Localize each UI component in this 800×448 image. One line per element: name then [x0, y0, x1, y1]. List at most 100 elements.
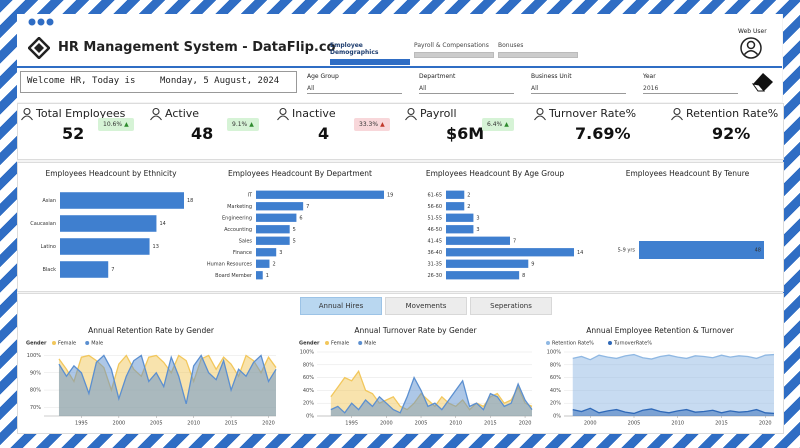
- bar: [256, 190, 384, 199]
- x-tick-label: 2015: [715, 421, 728, 427]
- x-tick-label: 2020: [519, 421, 532, 427]
- legend-swatch: [52, 341, 56, 345]
- chart-title: Employees Headcount By Department: [228, 169, 372, 178]
- area-fill: [572, 354, 774, 416]
- toggle-button[interactable]: Movements: [385, 297, 467, 315]
- value-label: 5: [293, 238, 296, 244]
- bar: [256, 259, 270, 268]
- tab-label: Payroll & Compensations: [414, 42, 489, 49]
- clear-filters-icon[interactable]: [750, 70, 776, 94]
- value-label: 8: [522, 273, 525, 279]
- legend-swatch: [85, 341, 90, 345]
- kpi-trend-arrow: ▲: [124, 121, 129, 128]
- x-tick-label: 2005: [150, 421, 163, 427]
- filter[interactable]: Year 2016: [643, 73, 738, 94]
- kpi-value: 48: [191, 124, 214, 143]
- kpi-value: 92%: [712, 124, 751, 143]
- filter-value: 2016: [643, 85, 738, 94]
- bar: [256, 248, 277, 257]
- x-tick-label: 2015: [225, 421, 238, 427]
- y-tick-label: 80%: [550, 362, 561, 368]
- filter[interactable]: Business Unit All: [531, 73, 626, 94]
- filter[interactable]: Age Group All: [307, 73, 402, 94]
- y-tick-label: 100%: [547, 350, 562, 356]
- chart-title: Employees Headcount by Ethnicity: [45, 169, 177, 178]
- chart: Employees Headcount By Age Group 61-65 2 56…: [426, 169, 583, 280]
- kpi-change-badge: 33.3% ▲: [354, 118, 390, 131]
- y-tick-label: 40%: [303, 388, 314, 394]
- x-tick-label: 2020: [262, 421, 275, 427]
- category-label: 51-55: [427, 215, 442, 221]
- category-label: IT: [247, 192, 252, 198]
- kpi-icon: [405, 107, 417, 121]
- value-label: 14: [577, 250, 583, 256]
- kpi-change: 6.4%: [487, 121, 503, 128]
- filter-label: Department: [419, 73, 456, 80]
- legend-label: Male: [91, 341, 103, 347]
- series-line: [330, 369, 533, 411]
- series-line: [58, 354, 277, 405]
- chart: Employees Headcount by Ethnicity Asian 18 C…: [30, 169, 193, 278]
- app-title: HR Management System - DataFlip.co: [58, 40, 336, 55]
- chart: Employees Headcount By Tenure 5-9 yrs 48: [618, 169, 764, 259]
- x-tick-label: 2005: [415, 421, 428, 427]
- value-label: 7: [111, 267, 114, 273]
- category-label: Engineering: [222, 215, 252, 221]
- value-label: 19: [387, 192, 393, 198]
- filter[interactable]: Department All: [419, 73, 514, 94]
- legend-swatch: [546, 341, 550, 345]
- value-label: 13: [153, 244, 159, 250]
- category-label: Finance: [233, 250, 252, 256]
- tab[interactable]: Employee Demographics: [330, 42, 410, 65]
- bar: [60, 261, 109, 278]
- tab-indicator: [414, 52, 494, 58]
- category-label: 56-60: [427, 204, 442, 210]
- tab[interactable]: Payroll & Compensations: [414, 42, 494, 58]
- y-tick-label: 0%: [306, 414, 314, 420]
- bar: [60, 238, 150, 255]
- y-tick-label: 90%: [30, 370, 41, 376]
- x-tick-label: 2005: [628, 421, 641, 427]
- x-tick-label: 2010: [187, 421, 200, 427]
- legend-swatch: [325, 341, 329, 345]
- x-tick-label: 2000: [584, 421, 597, 427]
- value-label: 6: [299, 215, 302, 221]
- filter-label: Year: [643, 73, 656, 80]
- toggle-button[interactable]: Seperations: [470, 297, 552, 315]
- kpi-trend-arrow: ▲: [504, 121, 509, 128]
- value-label: 9: [531, 261, 534, 267]
- filter-label: Age Group: [307, 73, 339, 80]
- value-label: 3: [279, 250, 282, 256]
- chart-title: Annual Employee Retention & Turnover: [586, 326, 734, 335]
- kpi-change: 10.6%: [103, 121, 123, 128]
- legend-label: Female: [58, 341, 76, 347]
- user-name: Web User: [738, 28, 767, 35]
- category-label: Sales: [239, 238, 253, 244]
- user-icon[interactable]: [740, 37, 762, 59]
- tab-label: Employee Demographics: [330, 42, 379, 56]
- bar: [256, 225, 290, 234]
- kpi-value: 4: [318, 124, 330, 143]
- bar: [446, 248, 574, 257]
- category-label: Board Member: [215, 273, 253, 279]
- y-tick-label: 70%: [30, 405, 41, 411]
- value-label: 2: [467, 204, 470, 210]
- x-tick-label: 2010: [671, 421, 684, 427]
- kpi-value: $6M: [446, 124, 485, 143]
- tab[interactable]: Bonuses: [498, 42, 578, 58]
- chart: Annual Employee Retention & Turnover 0% 20…: [546, 326, 775, 427]
- value-label: 1: [266, 273, 269, 279]
- tab-indicator: [330, 59, 410, 65]
- toggle-button[interactable]: Annual Hires: [300, 297, 382, 315]
- category-label: 26-30: [427, 273, 442, 279]
- kpi-icon: [21, 107, 33, 121]
- welcome-text: Welcome HR, Today is: [27, 76, 136, 86]
- value-label: 3: [476, 227, 479, 233]
- value-label: 48: [755, 248, 761, 254]
- kpi-row: [17, 103, 784, 160]
- y-tick-label: 20%: [303, 401, 314, 407]
- value-label: 2: [272, 261, 275, 267]
- category-label: Human Resources: [207, 261, 253, 267]
- y-tick-label: 80%: [303, 362, 314, 368]
- value-label: 7: [513, 238, 516, 244]
